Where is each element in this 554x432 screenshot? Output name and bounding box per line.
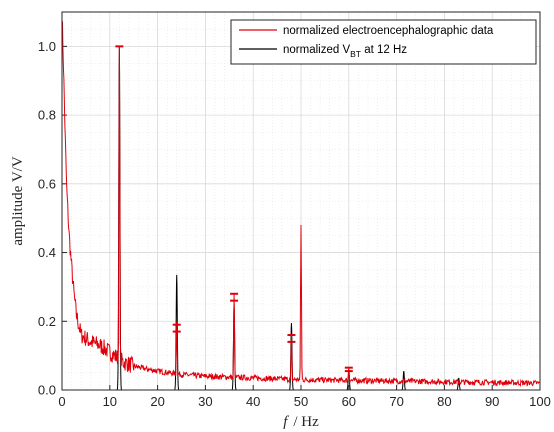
x-axis-label: f / Hz: [283, 414, 319, 430]
y-tick-label: 1.0: [38, 39, 56, 54]
x-tick-label: 100: [529, 394, 551, 409]
legend-label-bt-sub: BT: [350, 49, 361, 59]
y-axis-label: amplitude V/V: [10, 156, 26, 245]
y-tick-label: 0.8: [38, 108, 56, 123]
y-tick-label: 0.4: [38, 245, 56, 260]
legend-label-bt-post: at 12 Hz: [361, 44, 407, 56]
y-tick-label: 0.0: [38, 383, 56, 398]
x-tick-label: 90: [485, 394, 499, 409]
legend-box: [230, 19, 537, 65]
grid: [61, 12, 541, 391]
legend-label-eeg: normalized electroencephalographic data: [283, 25, 494, 37]
series-line-eeg: [61, 20, 541, 388]
legend: normalized electroencephalographic data …: [230, 19, 537, 65]
x-tick-label: 10: [103, 394, 117, 409]
x-tick-label: 50: [294, 394, 308, 409]
x-tick-label: 70: [389, 394, 403, 409]
x-tick-label: 80: [437, 394, 451, 409]
tick-labels: 0 10 20 30 40 50 60 70 80 90 100 0.0 0.2 0.4 0.6 0.8 1.0: [38, 39, 551, 409]
x-tick-label: 0: [58, 394, 65, 409]
y-tick-label: 0.2: [38, 314, 56, 329]
legend-label-bt-main: normalized V: [283, 44, 350, 56]
x-tick-label: 20: [150, 394, 164, 409]
x-tick-label: 60: [342, 394, 356, 409]
x-tick-label: 40: [246, 394, 260, 409]
x-tick-label: 30: [198, 394, 212, 409]
plot-frame: [61, 11, 541, 391]
legend-label-bt: normalized VBT at 12 Hz: [283, 44, 407, 59]
y-tick-label: 0.6: [38, 176, 56, 191]
